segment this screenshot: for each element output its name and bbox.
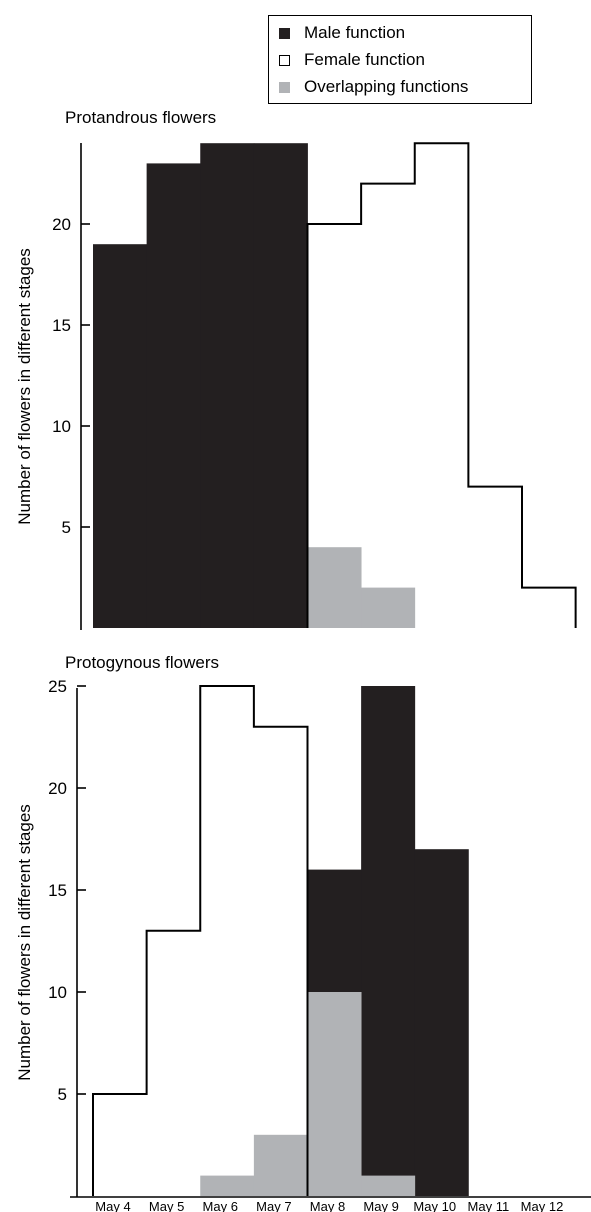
protogynous-y-axis-label: Number of flowers in different stages	[15, 804, 34, 1081]
protogynous-x-tick-label-8: May 12	[521, 1199, 564, 1212]
legend: Male function Female function Overlappin…	[268, 15, 532, 104]
legend-item-female: Female function	[279, 49, 425, 71]
protogynous-x-tick-label-4: May 8	[310, 1199, 345, 1212]
protogynous-bar-overlap-4	[307, 992, 362, 1196]
protogynous-chart-title: Protogynous flowers	[65, 653, 219, 672]
legend-label-male: Male function	[304, 23, 406, 42]
protandrous-bar-overlap-4	[307, 547, 362, 628]
protandrous-bar-overlap-5	[361, 587, 416, 628]
legend-label-female: Female function	[304, 50, 425, 69]
protogynous-panel: Protogynous flowers Number of flowers in …	[15, 653, 591, 1212]
protandrous-female-function-outline	[306, 142, 577, 628]
legend-swatch-male	[279, 27, 290, 39]
protogynous-y-tick-label-5: 5	[58, 1085, 67, 1104]
protogynous-x-tick-label-6: May 10	[413, 1199, 456, 1212]
protandrous-y-axis-label: Number of flowers in different stages	[15, 248, 34, 525]
protogynous-female-function-outline	[92, 685, 309, 1196]
protogynous-y-tick-label-10: 10	[48, 983, 67, 1002]
protogynous-x-tick-label-1: May 5	[149, 1199, 184, 1212]
legend-swatch-overlap	[279, 81, 290, 93]
protogynous-x-tick-label-5: May 9	[363, 1199, 398, 1212]
protogynous-y-tick-label-20: 20	[48, 779, 67, 798]
legend-item-male: Male function	[279, 22, 405, 44]
protogynous-bar-overlap-2	[200, 1175, 255, 1196]
protandrous-panel: Protandrous flowers Number of flowers in …	[15, 108, 577, 630]
legend-swatch-female	[279, 54, 290, 66]
protandrous-chart-title: Protandrous flowers	[65, 108, 216, 127]
protogynous-x-tick-label-7: May 11	[468, 1199, 510, 1212]
protogynous-bar-male-6	[414, 849, 469, 1196]
legend-item-overlap: Overlapping functions	[279, 76, 468, 98]
protogynous-bar-male-5	[361, 686, 416, 1196]
protogynous-x-tick-label-3: May 7	[256, 1199, 291, 1212]
protandrous-bar-male-0	[93, 244, 148, 628]
legend-label-overlap: Overlapping functions	[304, 77, 469, 96]
protogynous-y-tick-label-25: 25	[48, 677, 67, 696]
protogynous-bar-overlap-5	[361, 1175, 416, 1196]
protandrous-y-tick-label-15: 15	[52, 316, 71, 335]
protogynous-bar-overlap-3	[253, 1134, 308, 1196]
protogynous-x-tick-label-0: May 4	[95, 1199, 130, 1212]
protandrous-bar-male-1	[146, 163, 201, 628]
protandrous-y-tick-label-5: 5	[62, 518, 71, 537]
protogynous-y-tick-label-15: 15	[48, 881, 67, 900]
protandrous-bar-male-2	[200, 143, 255, 628]
protogynous-x-tick-label-2: May 6	[203, 1199, 238, 1212]
protandrous-y-tick-label-10: 10	[52, 417, 71, 436]
protandrous-y-tick-label-20: 20	[52, 215, 71, 234]
protandrous-bar-male-3	[253, 143, 308, 628]
